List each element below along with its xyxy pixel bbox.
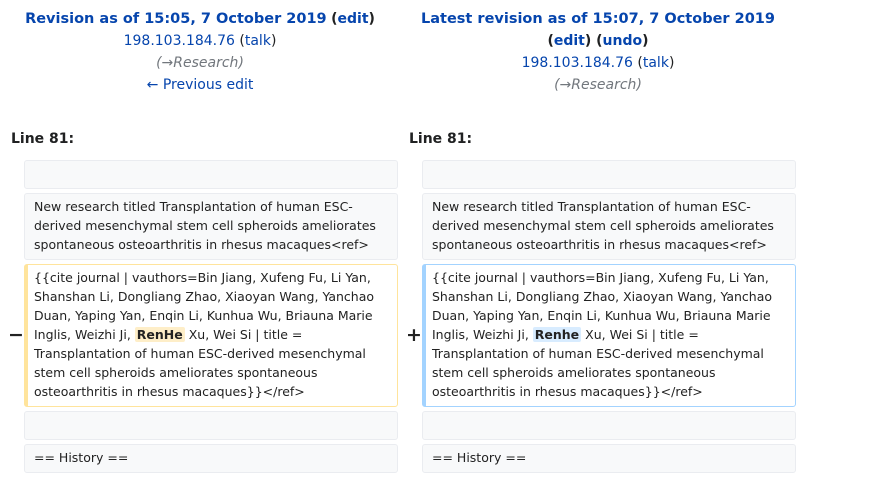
old-context-empty-line-2 (24, 411, 398, 440)
new-context-line: New research titled Transplantation of h… (422, 193, 796, 260)
deleted-line: {{cite journal | vauthors=Bin Jiang, Xuf… (24, 264, 398, 407)
new-context-empty-line (422, 160, 796, 189)
new-edit-summary: (→Research) (554, 77, 642, 93)
old-revision-header: Revision as of 15:05, 7 October 2019 (ed… (10, 8, 390, 96)
deleted-word: RenHe (134, 327, 185, 342)
new-talk-link[interactable]: talk (642, 55, 669, 71)
old-context-empty-line (24, 160, 398, 189)
new-user-link[interactable]: 198.103.184.76 (521, 55, 633, 71)
undo-link[interactable]: undo (602, 33, 643, 49)
added-word: Renhe (532, 327, 582, 342)
minus-marker: − (8, 324, 24, 346)
old-edit-summary: (→Research) (156, 55, 244, 71)
new-line-number: Line 81: (409, 131, 473, 147)
old-context-line: New research titled Transplantation of h… (24, 193, 398, 260)
old-section-arrow-link[interactable]: → (161, 55, 174, 71)
previous-edit-link[interactable]: ← Previous edit (146, 77, 254, 93)
old-edit-link[interactable]: edit (337, 11, 369, 27)
new-edit-link[interactable]: edit (553, 33, 585, 49)
new-context-empty-line-2 (422, 411, 796, 440)
new-history-line: == History == (422, 444, 796, 473)
old-history-line: == History == (24, 444, 398, 473)
old-user-link[interactable]: 198.103.184.76 (123, 33, 235, 49)
old-line-number: Line 81: (11, 131, 75, 147)
old-talk-link[interactable]: talk (244, 33, 271, 49)
new-revision-header: Latest revision as of 15:07, 7 October 2… (408, 8, 788, 96)
added-line: {{cite journal | vauthors=Bin Jiang, Xuf… (422, 264, 796, 407)
new-section-arrow-link[interactable]: → (559, 77, 572, 93)
old-revision-title-link[interactable]: Revision as of 15:05, 7 October 2019 (25, 11, 327, 27)
plus-marker: + (406, 324, 422, 346)
new-revision-title-link[interactable]: Latest revision as of 15:07, 7 October 2… (421, 11, 775, 27)
